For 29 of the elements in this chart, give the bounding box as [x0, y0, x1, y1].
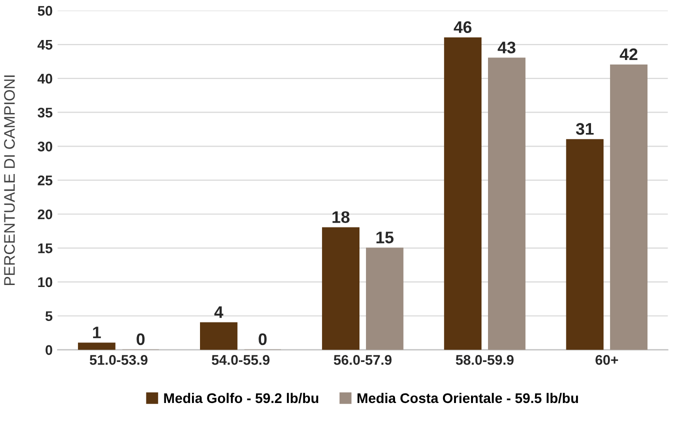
- data-label: 4: [214, 306, 224, 318]
- y-tick-label: 50: [38, 6, 52, 16]
- data-label: 15: [376, 232, 394, 244]
- x-tick-label: 56.0-57.9: [334, 355, 392, 365]
- data-label: 0: [258, 333, 267, 346]
- x-tick-label: 58.0-59.9: [456, 355, 514, 365]
- x-tick-label: 54.0-55.9: [212, 355, 270, 365]
- y-tick-label: 0: [46, 345, 52, 355]
- data-label: 46: [454, 21, 472, 34]
- data-label: 1: [93, 326, 101, 338]
- y-tick-label: 30: [38, 142, 52, 152]
- data-label: 43: [498, 42, 516, 54]
- data-label: 0: [136, 333, 145, 346]
- y-tick-label: 5: [45, 311, 52, 322]
- y-axis-title: PERCENTUALE DI CAMPIONI: [4, 75, 15, 286]
- data-label: 31: [576, 123, 594, 135]
- data-label: 42: [620, 48, 638, 60]
- y-tick-label: 20: [38, 209, 52, 220]
- y-tick-label: 35: [38, 108, 52, 118]
- y-tick-label: 10: [38, 277, 52, 288]
- y-tick-label: 45: [38, 40, 52, 50]
- data-label: 18: [332, 211, 350, 224]
- legend-label: Media Costa Orientale - 59.5 lb/bu: [358, 392, 578, 404]
- x-tick-label: 60+: [596, 355, 618, 365]
- y-tick-label: 40: [38, 74, 52, 84]
- y-tick-label: 15: [38, 244, 52, 254]
- legend-label: Media Golfo - 59.2 lb/bu: [164, 392, 318, 404]
- x-tick-label: 51.0-53.9: [90, 355, 148, 365]
- y-tick-label: 25: [38, 176, 52, 186]
